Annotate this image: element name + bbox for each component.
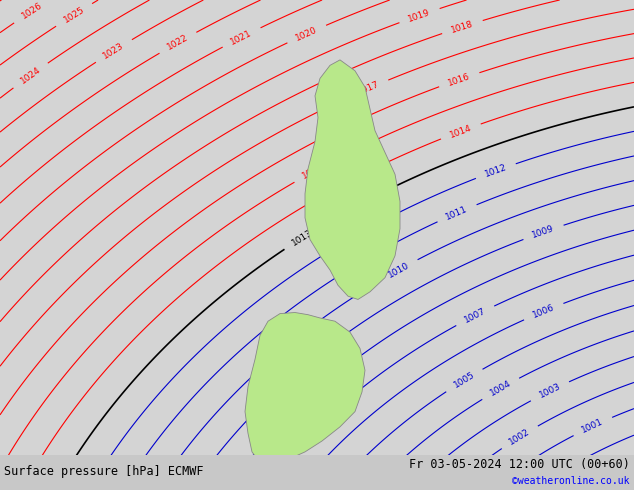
Text: 1025: 1025 — [62, 5, 86, 24]
Text: Surface pressure [hPa] ECMWF: Surface pressure [hPa] ECMWF — [4, 466, 204, 478]
Text: 1002: 1002 — [507, 427, 532, 447]
Text: 1007: 1007 — [463, 306, 488, 325]
Text: 1006: 1006 — [531, 303, 556, 320]
Text: 999: 999 — [615, 459, 634, 474]
Text: 1000: 1000 — [531, 473, 555, 490]
Text: ©weatheronline.co.uk: ©weatheronline.co.uk — [512, 476, 630, 486]
Text: 1013: 1013 — [290, 228, 314, 247]
Text: 1009: 1009 — [531, 224, 556, 240]
Text: 1004: 1004 — [488, 379, 513, 398]
Text: 1005: 1005 — [452, 370, 476, 390]
Polygon shape — [245, 313, 365, 466]
Text: 1017: 1017 — [356, 80, 381, 97]
Text: 1022: 1022 — [165, 33, 190, 52]
Text: 1018: 1018 — [450, 19, 475, 35]
Bar — [0, 455, 634, 490]
Text: 1026: 1026 — [20, 1, 44, 21]
Text: 1003: 1003 — [538, 382, 562, 400]
Polygon shape — [305, 60, 400, 299]
Text: 1008: 1008 — [333, 357, 357, 378]
Text: 1024: 1024 — [18, 65, 42, 86]
Text: 1012: 1012 — [484, 163, 508, 179]
Text: 1020: 1020 — [294, 25, 319, 43]
Text: 1014: 1014 — [448, 123, 473, 140]
Text: 1011: 1011 — [444, 204, 469, 222]
Text: 1001: 1001 — [580, 417, 605, 435]
Text: 1015: 1015 — [301, 162, 325, 181]
Text: 1010: 1010 — [387, 260, 411, 279]
Text: 1021: 1021 — [230, 28, 254, 47]
Text: 1023: 1023 — [101, 41, 126, 61]
Polygon shape — [265, 474, 285, 488]
Text: 1019: 1019 — [407, 7, 432, 24]
Text: 1016: 1016 — [447, 72, 472, 88]
Text: Fr 03-05-2024 12:00 UTC (00+60): Fr 03-05-2024 12:00 UTC (00+60) — [409, 459, 630, 471]
